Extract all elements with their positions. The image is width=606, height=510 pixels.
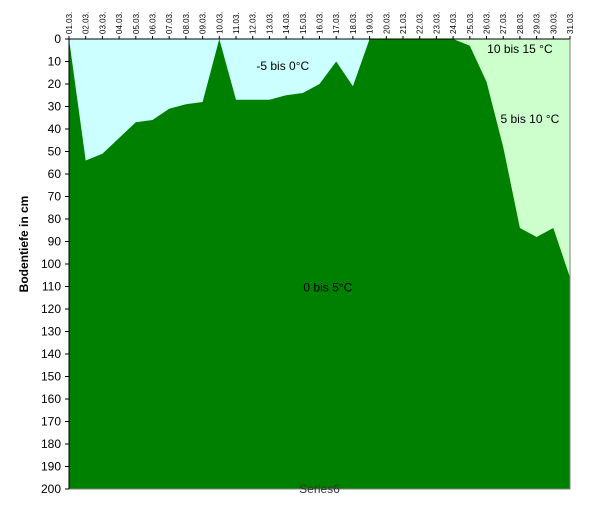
- band-area-2: [69, 39, 570, 161]
- y-tick-label: 0: [54, 32, 61, 46]
- y-tick-label: 60: [48, 167, 62, 181]
- x-tick-label: 21.03.: [399, 12, 408, 34]
- y-tick-label: 190: [41, 460, 61, 474]
- x-tick-label: 18.03.: [349, 12, 358, 34]
- x-tick-label: 07.03.: [165, 12, 174, 34]
- x-axis-title: Series6: [299, 482, 340, 496]
- y-tick-label: 80: [48, 212, 62, 226]
- y-tick-label: 150: [41, 370, 61, 384]
- y-tick-label: 100: [41, 257, 61, 271]
- x-tick-label: 14.03.: [282, 12, 291, 34]
- y-tick-label: 160: [41, 392, 61, 406]
- y-tick-label: 30: [48, 100, 62, 114]
- x-tick-label: 28.03.: [516, 12, 525, 34]
- y-tick-label: 120: [41, 302, 61, 316]
- region-label-0: 10 bis 15 °C: [487, 42, 553, 56]
- x-tick-label: 24.03.: [449, 12, 458, 34]
- band-area-1: [69, 39, 570, 278]
- region-label-1: 5 bis 10 °C: [501, 112, 560, 126]
- x-tick-label: 02.03.: [82, 12, 91, 34]
- plot-area: [69, 39, 570, 489]
- y-axis-title: Bodentiefe in cm: [17, 196, 31, 293]
- region-label-base: 0 bis 5°C: [303, 281, 352, 295]
- x-tick-label: 06.03.: [149, 12, 158, 34]
- x-tick-label: 26.03.: [483, 12, 492, 34]
- x-tick-label: 08.03.: [182, 12, 191, 34]
- y-tick-label: 10: [48, 55, 62, 69]
- x-tick-label: 20.03.: [382, 12, 391, 34]
- x-tick-label: 05.03.: [132, 12, 141, 34]
- x-tick-label: 19.03.: [366, 12, 375, 34]
- x-tick-label: 13.03.: [265, 12, 274, 34]
- x-tick-label: 15.03.: [299, 12, 308, 34]
- x-tick-label: 22.03.: [416, 12, 425, 34]
- x-tick-label: 03.03.: [98, 12, 107, 34]
- x-tick-label: 25.03.: [466, 12, 475, 34]
- x-tick-label: 11.03.: [232, 12, 241, 34]
- x-tick-label: 10.03.: [215, 12, 224, 34]
- axes: 0 10 20 30 40 50 60 70 80 90 100 110 120 130 140 150 160…: [41, 12, 575, 496]
- labels: 10 bis 15 °C 5 bis 10 °C -5 bis 0°C 0 bis 5…: [17, 42, 560, 496]
- y-tick-label: 70: [48, 190, 62, 204]
- y-tick-label: 170: [41, 415, 61, 429]
- x-tick-label: 29.03.: [533, 12, 542, 34]
- x-tick-label: 16.03.: [316, 12, 325, 34]
- y-tick-label: 90: [48, 235, 62, 249]
- x-tick-label: 23.03.: [432, 12, 441, 34]
- y-tick-label: 40: [48, 122, 62, 136]
- x-tick-label: 01.03.: [65, 12, 74, 34]
- x-tick-label: 09.03.: [199, 12, 208, 34]
- y-tick-label: 130: [41, 325, 61, 339]
- x-tick-label: 17.03.: [332, 12, 341, 34]
- x-tick-label: 30.03.: [549, 12, 558, 34]
- y-tick-label: 110: [42, 280, 61, 294]
- x-tick-label: 04.03.: [115, 12, 124, 34]
- y-tick-label: 50: [48, 145, 62, 159]
- x-tick-label: 27.03.: [499, 12, 508, 34]
- y-tick-label: 200: [41, 482, 61, 496]
- y-tick-label: 20: [48, 77, 62, 91]
- region-label-2: -5 bis 0°C: [256, 59, 309, 73]
- x-tick-label: 31.03.: [566, 12, 575, 34]
- y-tick-label: 140: [41, 347, 61, 361]
- x-tick-label: 12.03.: [249, 12, 258, 34]
- y-tick-label: 180: [41, 437, 61, 451]
